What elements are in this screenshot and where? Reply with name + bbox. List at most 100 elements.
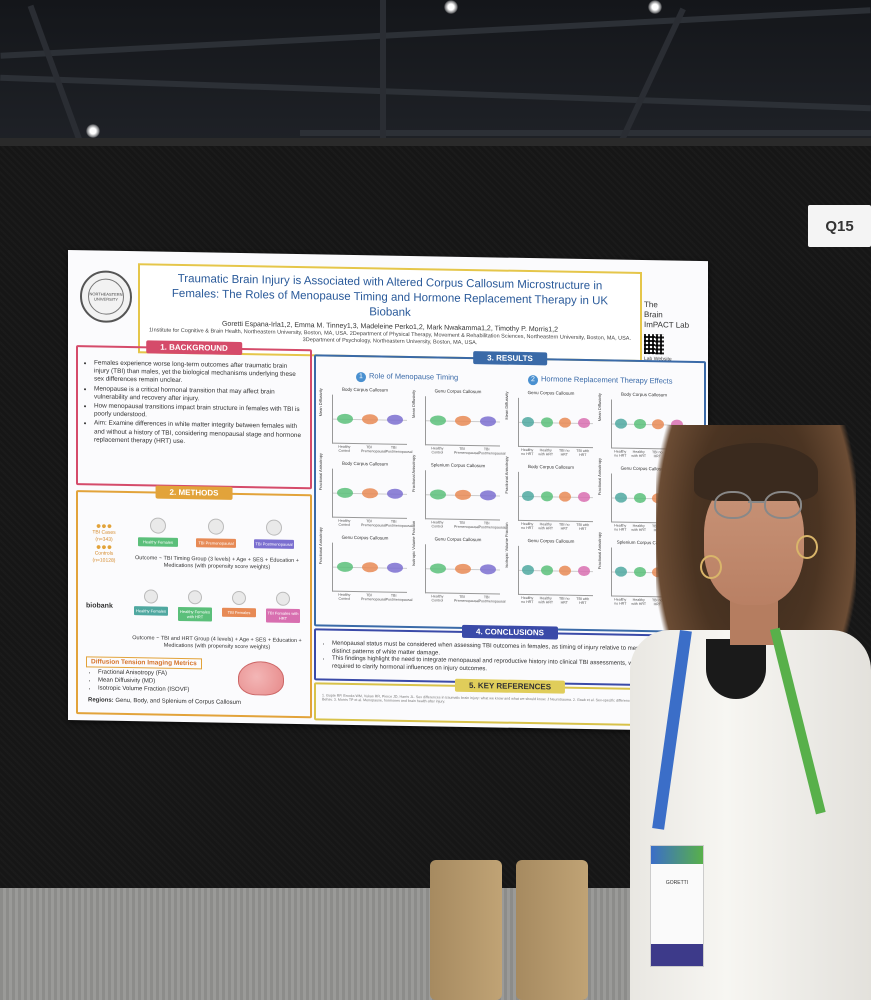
plot-x-axis: Healthy Control TBI Premenopausal TBI Post…	[425, 594, 506, 604]
plot-tick-label: TBI Postmenopausal	[478, 595, 506, 604]
ceiling-beam	[380, 0, 386, 190]
group-label: TBI Premenopausal	[196, 538, 236, 548]
plot-x-axis: Healthy no HRT Healthy with HRT TBI no HRT…	[518, 522, 592, 531]
model-formula-1: Outcome ~ TBI Timing Group (3 levels) + …	[135, 555, 299, 571]
group-label: TBI Females	[222, 607, 256, 618]
research-poster: NORTHEASTERN UNIVERSITY Traumatic Brain …	[68, 250, 708, 732]
plot-tick-label: TBI Postmenopausal	[385, 445, 413, 455]
plot-title: Genu Corpus Callosum	[527, 390, 575, 396]
violin-mark	[430, 415, 447, 426]
plot-tick-label: TBI with HRT	[576, 522, 590, 532]
plot-tick-label: TBI no HRT	[558, 596, 570, 605]
group-label: TBI Females with HRT	[266, 608, 300, 624]
violin-mark	[577, 491, 590, 503]
violin-mark	[337, 413, 354, 424]
female-icon	[144, 589, 158, 604]
regions-line: Regions: Genu, Body, and Splenium of Cor…	[88, 697, 241, 706]
hrt-groups: Healthy Females Healthy Females with HRT…	[134, 589, 300, 624]
visitor-legs	[430, 860, 600, 1000]
group-tbi-pre: TBI Premenopausal	[196, 518, 236, 548]
violin-mark	[615, 418, 628, 429]
seal-text: NORTHEASTERN UNIVERSITY	[88, 278, 124, 315]
plot-tick-label: Healthy no HRT	[521, 595, 534, 605]
violin-mark	[479, 416, 496, 427]
background-panel: 1. BACKGROUND Females experience worse l…	[76, 340, 312, 490]
dti-metric: Isotropic Volume Fraction (ISOVF)	[98, 685, 189, 695]
timing-groups: Healthy Females TBI Premenopausal TBI Po…	[138, 517, 294, 549]
hrt-group: Healthy Females with HRT	[178, 590, 212, 622]
violin-mark	[479, 490, 496, 501]
subtitle-text: Hormone Replacement Therapy Effects	[541, 374, 673, 386]
conclusions-heading: 4. CONCLUSIONS	[461, 624, 559, 640]
plot-tick-label: Healthy no HRT	[521, 447, 534, 457]
plot-x-axis: Healthy Control TBI Premenopausal TBI Post…	[425, 446, 505, 456]
cohort-counts: ●●● TBI Cases (n=343) ●●● Controls (n=10…	[86, 520, 122, 565]
plot-ylabel: Isotropic Volume Fraction	[411, 520, 416, 567]
plot-x-axis: Healthy Control TBI Premenopausal TBI Post…	[332, 519, 412, 528]
background-heading: 1. BACKGROUND	[146, 340, 242, 356]
plot-title: Body Corpus Callosum	[341, 386, 389, 393]
violin-mark	[455, 563, 471, 575]
plot-title: Genu Corpus Callosum	[341, 534, 389, 541]
plot-title: Body Corpus Callosum	[620, 391, 668, 398]
glasses-icon	[714, 491, 806, 519]
violin-plot: Genu Corpus Callosum Mean Diffusivity Heal…	[411, 388, 505, 458]
plot-tick-label: TBI Premenopausal	[454, 520, 480, 530]
violin-mark	[386, 562, 403, 573]
dti-title: Diffusion Tension Imaging Metrics	[86, 656, 202, 670]
badge-bottom	[651, 944, 703, 966]
hoop-earring	[700, 555, 722, 579]
poster-title: Traumatic Brain Injury is Associated wit…	[171, 272, 609, 319]
regions-text: Genu, Body, and Splenium of Corpus Callo…	[115, 697, 241, 707]
violin-mark	[559, 565, 572, 576]
hrt-group: Healthy Females	[134, 589, 168, 621]
glasses-lens	[764, 491, 802, 519]
presenter-top	[706, 639, 766, 699]
background-list: Females experience worse long-term outco…	[84, 359, 304, 448]
plot-area	[332, 542, 407, 593]
regions-label: Regions:	[88, 697, 114, 704]
violin-mark	[362, 414, 378, 425]
head-icon	[208, 518, 224, 535]
plot-tick-label: TBI Premenopausal	[361, 445, 387, 454]
violin-plot: Body Corpus Callosum Mean Diffusivity Heal…	[318, 386, 413, 456]
plot-tick-label: Healthy Control	[338, 592, 351, 601]
plot-tick-label: TBI Postmenopausal	[478, 521, 506, 530]
model-formula-2: Outcome ~ TBI and HRT Group (4 levels) +…	[132, 635, 302, 651]
plot-tick-label: Healthy with HRT	[538, 522, 554, 531]
plot-ylabel: Fractional Anisotropy	[318, 453, 323, 491]
plot-tick-label: Healthy Control	[431, 446, 444, 455]
group-label: Healthy Females with HRT	[178, 606, 212, 622]
plot-tick-label: Healthy Control	[431, 594, 444, 603]
plot-x-axis: Healthy Control TBI Premenopausal TBI Post…	[332, 592, 412, 602]
plot-ylabel: Mean Diffusivity	[411, 389, 416, 419]
plot-tick-label: Healthy no HRT	[521, 521, 534, 531]
violin-mark	[540, 565, 553, 576]
violin-plot: Splenium Corpus Callosum Fractional Aniso…	[411, 455, 506, 532]
violin-mark	[615, 492, 628, 503]
plot-area	[518, 545, 593, 597]
plot-tick-label: TBI Premenopausal	[361, 519, 387, 528]
presenter-bangs	[694, 443, 818, 501]
plot-tick-label: Healthy Control	[338, 444, 351, 453]
violin-mark	[362, 488, 378, 499]
plot-tick-label: TBI Premenopausal	[454, 446, 480, 456]
violin-plot: Body Corpus Callosum Fractional Anisotrop…	[504, 456, 594, 534]
plot-ylabel: Isotropic Volume Fraction	[504, 522, 509, 568]
violin-mark	[540, 417, 553, 428]
results-subtitle-1: 1 Role of Menopause Timing	[356, 371, 458, 384]
background-bullet: Females experience worse long-term outco…	[94, 359, 304, 387]
group-label: TBI Postmenopausal	[254, 539, 294, 549]
plot-tick-label: TBI no HRT	[558, 522, 570, 531]
plot-tick-label: TBI Premenopausal	[361, 593, 387, 602]
ceiling-light	[444, 0, 458, 14]
visitor-leg	[430, 860, 502, 1000]
plot-ylabel: Fractional Anisotropy	[411, 454, 416, 493]
visitor-leg	[516, 860, 588, 1000]
plot-tick-label: TBI with HRT	[576, 596, 590, 606]
plot-x-axis: Healthy Control TBI Premenopausal TBI Post…	[425, 520, 506, 530]
violin-mark	[455, 489, 471, 501]
hrt-group: TBI Females	[222, 590, 256, 623]
methods-panel: 2. METHODS ●●● TBI Cases (n=343) ●●● Con…	[76, 485, 312, 719]
brain-icon	[238, 660, 284, 696]
